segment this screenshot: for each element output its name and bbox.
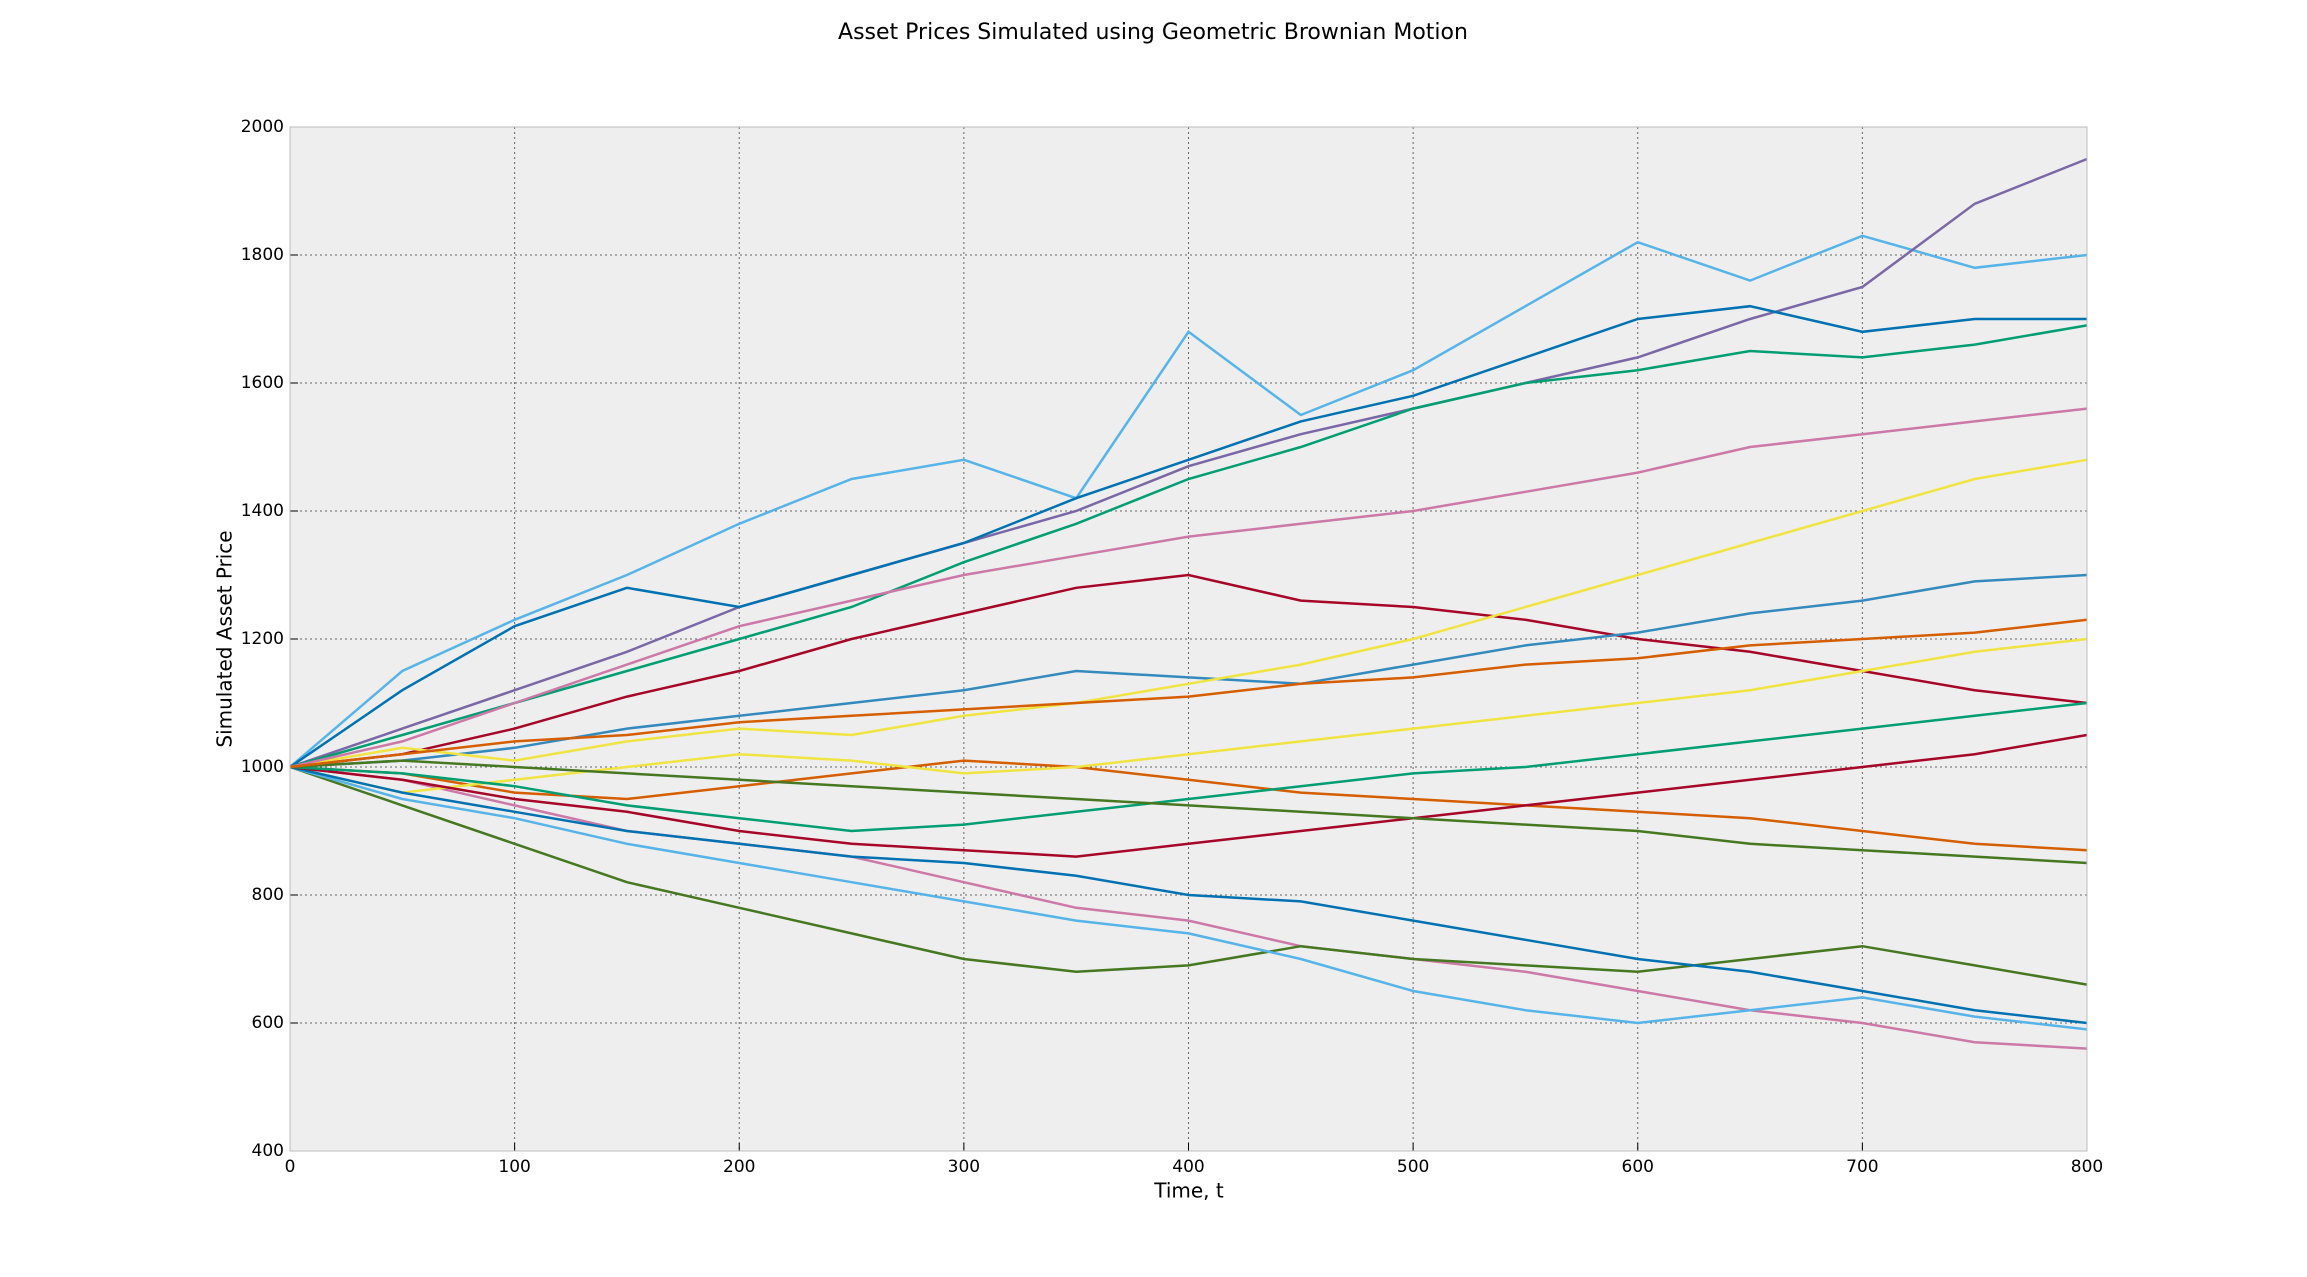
price-path bbox=[289, 765, 2088, 986]
y-tick-label: 800 bbox=[252, 885, 284, 905]
price-path bbox=[289, 765, 2088, 1031]
x-tick-label: 0 bbox=[285, 1157, 296, 1177]
price-path bbox=[289, 618, 2088, 769]
x-axis-label: Time, t bbox=[1153, 1179, 1224, 1203]
x-tick-label: 200 bbox=[723, 1157, 755, 1177]
y-tick-label: 600 bbox=[252, 1013, 284, 1033]
x-tick-label: 400 bbox=[1172, 1157, 1204, 1177]
price-path bbox=[289, 304, 2087, 769]
y-tick-label: 2000 bbox=[241, 117, 284, 137]
chart-title: Asset Prices Simulated using Geometric B… bbox=[838, 20, 1468, 45]
x-tick-label: 800 bbox=[2071, 1157, 2103, 1177]
y-tick-label: 1800 bbox=[241, 245, 284, 265]
y-tick-label: 1400 bbox=[241, 501, 284, 521]
x-tick-label: 600 bbox=[1622, 1157, 1654, 1177]
price-path bbox=[289, 733, 2088, 858]
y-tick-label: 1000 bbox=[241, 757, 284, 777]
y-tick-label: 1600 bbox=[241, 373, 284, 393]
price-path bbox=[289, 573, 2088, 769]
price-path bbox=[289, 234, 2088, 768]
price-path bbox=[289, 701, 2088, 833]
price-path bbox=[289, 759, 2088, 865]
price-path bbox=[289, 157, 2088, 769]
y-tick-label: 400 bbox=[252, 1141, 284, 1161]
y-tick-label: 1200 bbox=[241, 629, 284, 649]
price-path bbox=[289, 458, 2088, 769]
x-tick-label: 100 bbox=[498, 1157, 530, 1177]
price-path bbox=[289, 765, 2088, 1050]
x-tick-label: 300 bbox=[948, 1157, 980, 1177]
y-axis-label: Simulated Asset Price bbox=[213, 530, 237, 747]
price-path bbox=[289, 573, 2088, 769]
x-tick-label: 700 bbox=[1846, 1157, 1878, 1177]
price-path bbox=[289, 759, 2088, 852]
x-tick-label: 500 bbox=[1397, 1157, 1429, 1177]
plot-frame bbox=[289, 126, 2088, 1152]
price-path bbox=[289, 765, 2088, 1025]
price-path bbox=[289, 324, 2088, 769]
price-path bbox=[289, 407, 2088, 769]
